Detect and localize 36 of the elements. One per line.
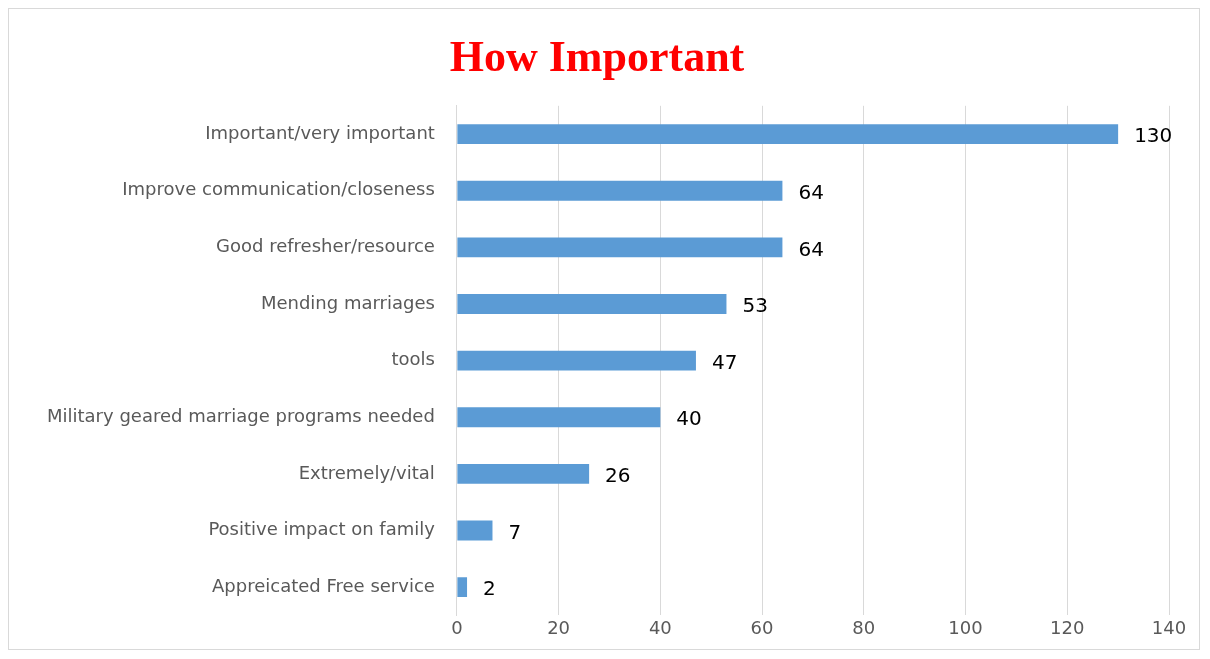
bar [457, 180, 783, 201]
bar [457, 237, 783, 258]
data-label: 64 [798, 236, 824, 261]
bar [457, 463, 590, 484]
y-tick-label: Good refresher/resource [216, 235, 435, 257]
x-tick-label: 20 [547, 616, 571, 638]
bar [457, 407, 661, 428]
bar [457, 520, 493, 541]
x-tick-label: 0 [451, 616, 463, 638]
y-tick-label: Positive impact on family [208, 518, 436, 540]
x-tick-label: 100 [948, 616, 983, 638]
data-label: 2 [483, 576, 496, 601]
bar [457, 350, 696, 371]
y-tick-label: Military geared marriage programs needed [47, 404, 435, 426]
x-tick-label: 40 [648, 616, 672, 638]
data-label: 130 [1134, 123, 1173, 148]
y-tick-label: tools [391, 348, 435, 370]
y-tick-label: Improve communication/closeness [122, 178, 435, 200]
y-tick-label: Extremely/vital [298, 461, 435, 483]
data-label: 47 [711, 349, 738, 374]
data-label: 26 [605, 463, 631, 488]
bar [457, 124, 1119, 145]
bar [457, 294, 727, 314]
bar [457, 577, 468, 597]
data-label: 7 [508, 519, 522, 544]
x-tick-label: 60 [750, 616, 774, 638]
x-tick-label: 80 [852, 616, 876, 638]
y-tick-label: Important/very important [205, 121, 435, 143]
x-tick-label: 140 [1151, 616, 1187, 638]
x-tick-label: 120 [1050, 616, 1085, 638]
data-label: 40 [676, 406, 702, 431]
y-tick-label: Appreicated Free service [212, 574, 435, 596]
data-label: 64 [798, 179, 824, 204]
y-tick-label: Mending marriages [260, 291, 435, 313]
chart-title: How Important [449, 31, 745, 81]
data-label: 53 [742, 293, 768, 318]
